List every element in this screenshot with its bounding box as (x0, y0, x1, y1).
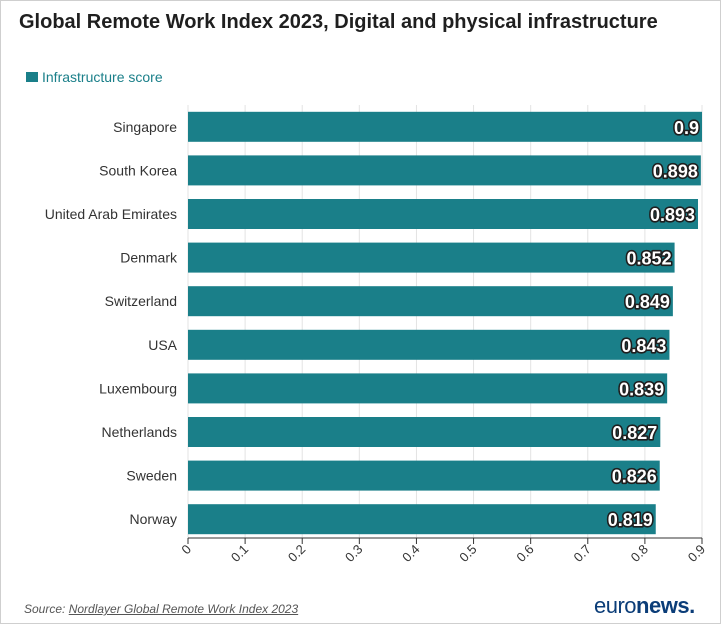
data-label: 0.839 (619, 379, 664, 399)
bar (188, 417, 661, 447)
bar (188, 286, 673, 317)
data-label: 0.826 (612, 467, 657, 487)
bar (188, 373, 668, 404)
category-label: South Korea (99, 162, 177, 178)
category-label: Luxembourg (99, 380, 177, 396)
x-tick-label: 0.1 (228, 542, 251, 565)
x-tick-label: 0.8 (628, 542, 651, 565)
source-prefix: Source: (24, 602, 69, 616)
bar (188, 460, 660, 491)
category-label: USA (148, 337, 177, 353)
category-label: Norway (130, 511, 177, 527)
x-tick-label: 0.9 (685, 542, 708, 565)
x-tick-label: 0.5 (456, 542, 479, 565)
x-tick-label: 0.4 (399, 542, 422, 565)
legend-label: Infrastructure score (42, 69, 163, 85)
logo-light: euro (594, 593, 637, 618)
x-tick-label: 0 (178, 542, 194, 558)
data-label: 0.849 (625, 292, 670, 312)
logo-bold: news (636, 593, 690, 618)
source-note: Source: Nordlayer Global Remote Work Ind… (24, 602, 298, 616)
data-label: 0.843 (621, 336, 666, 356)
bar-chart: Singapore 0.9 South Korea 0.898 United Arab … (45, 105, 708, 565)
euronews-logo[interactable]: euronews. (594, 593, 695, 619)
category-label: Sweden (126, 468, 177, 484)
legend: Infrastructure score (26, 69, 163, 85)
bar (188, 242, 675, 273)
bar (188, 329, 670, 360)
data-label: 0.893 (650, 205, 695, 225)
source-link[interactable]: Nordlayer Global Remote Work Index 2023 (68, 602, 299, 616)
data-label: 0.827 (612, 423, 657, 443)
data-label: 0.819 (608, 510, 653, 530)
x-tick-label: 0.6 (513, 542, 536, 565)
bar (188, 199, 699, 229)
logo-dot: . (689, 593, 695, 618)
data-label: 0.852 (627, 249, 672, 269)
category-label: Singapore (113, 119, 177, 135)
legend-swatch (26, 72, 38, 82)
data-label: 0.9 (674, 118, 699, 138)
x-tick-label: 0.3 (342, 542, 365, 565)
category-label: Netherlands (102, 424, 178, 440)
bar (188, 111, 702, 142)
bar (188, 155, 701, 186)
category-label: Denmark (120, 250, 178, 266)
chart-title: Global Remote Work Index 2023, Digital a… (19, 11, 658, 33)
bar (188, 504, 656, 535)
data-label: 0.898 (653, 161, 698, 181)
category-label: Switzerland (105, 293, 177, 309)
x-tick-label: 0.2 (285, 542, 308, 565)
x-tick-label: 0.7 (571, 542, 594, 565)
category-label: United Arab Emirates (45, 206, 177, 222)
